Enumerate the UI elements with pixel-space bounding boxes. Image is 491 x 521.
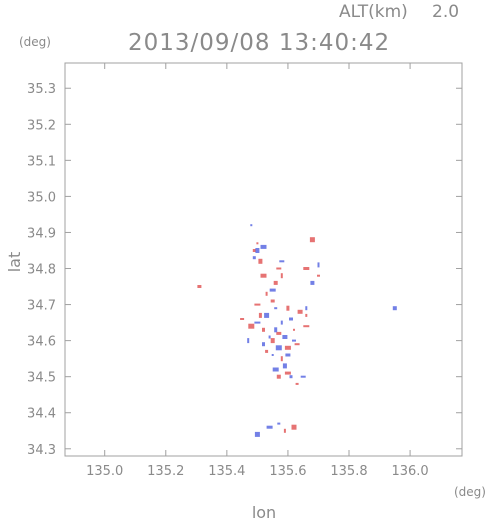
echo-point: [280, 356, 283, 362]
echo-point: [252, 256, 256, 260]
echo-point: [303, 325, 310, 328]
echo-point: [282, 363, 287, 369]
echo-point: [276, 331, 282, 335]
y-tick-label: 34.8: [27, 263, 56, 278]
echo-point: [295, 382, 299, 385]
echo-point: [289, 317, 293, 321]
echo-point: [280, 320, 283, 325]
y-tick-label: 34.7: [27, 299, 56, 314]
y-tick-label: 34.3: [27, 443, 56, 458]
echo-point: [297, 309, 303, 314]
echo-point: [272, 367, 279, 372]
y-tick-label: 35.0: [27, 190, 56, 205]
echo-point: [274, 307, 278, 310]
y-tick-label: 34.9: [27, 226, 56, 241]
echo-point: [392, 306, 397, 311]
echo-point: [260, 273, 267, 278]
echo-point: [294, 343, 300, 346]
echo-point: [258, 312, 262, 318]
echo-point: [282, 335, 288, 339]
x-axis-label: lon: [252, 503, 276, 521]
echo-point: [252, 249, 256, 252]
echo-point: [273, 280, 278, 285]
echo-point: [292, 339, 296, 342]
x-unit-label: (deg): [454, 485, 486, 499]
x-tick-label: 135.4: [208, 464, 245, 479]
y-axis-label: lat: [5, 252, 24, 273]
echo-point: [286, 305, 290, 311]
echo-point: [255, 248, 260, 253]
echo-point: [317, 262, 320, 268]
y-tick-label: 35.2: [27, 118, 56, 133]
altitude-value: 2.0: [432, 2, 459, 22]
x-tick-label: 135.6: [269, 464, 306, 479]
echo-point: [264, 312, 270, 318]
y-tick-label: 34.6: [27, 335, 56, 350]
echo-point: [266, 425, 273, 429]
y-unit-label: (deg): [19, 35, 51, 49]
echo-point: [284, 345, 291, 350]
echo-point: [270, 299, 275, 303]
echo-point: [276, 267, 282, 270]
y-tick-label: 34.5: [27, 371, 56, 386]
echo-point: [258, 258, 263, 264]
altitude-label: ALT(km): [339, 2, 408, 22]
y-tick-label: 35.3: [27, 82, 56, 97]
echo-point: [305, 306, 308, 311]
echo-point: [260, 244, 267, 249]
echo-point: [265, 349, 269, 353]
echo-point: [265, 291, 268, 296]
echo-point: [293, 328, 295, 331]
timestamp: 2013/09/08 13:40:42: [128, 30, 390, 56]
x-axis: 135.0 135.2 135.4 135.6 135.8 136.0: [86, 63, 429, 479]
echo-point: [280, 273, 283, 279]
echo-point: [277, 422, 281, 425]
echo-point: [197, 285, 202, 288]
echo-point: [284, 371, 291, 375]
echo-point: [303, 267, 310, 270]
echo-point: [256, 242, 259, 245]
y-tick-label: 34.4: [27, 407, 56, 422]
echo-point: [262, 342, 265, 347]
echo-point: [270, 338, 275, 344]
x-tick-label: 135.0: [86, 464, 123, 479]
y-axis: 34.3 34.4 34.5 34.6 34.7 34.8 34.9 35.0 35.1 35.2…: [27, 82, 462, 458]
echo-point: [285, 353, 291, 357]
echo-points: [197, 224, 397, 437]
echo-point: [274, 327, 278, 333]
echo-point: [279, 260, 285, 263]
echo-point: [262, 327, 265, 332]
echo-point: [275, 345, 282, 351]
echo-point: [269, 288, 276, 292]
echo-point: [309, 237, 315, 243]
echo-point: [247, 338, 250, 344]
echo-point: [291, 424, 297, 430]
echo-point: [317, 274, 320, 277]
echo-point: [310, 280, 315, 285]
x-tick-label: 135.8: [330, 464, 367, 479]
echo-point: [248, 323, 255, 329]
echo-point: [268, 335, 271, 339]
x-tick-label: 135.2: [147, 464, 184, 479]
echo-point: [283, 428, 286, 433]
y-tick-label: 35.1: [27, 154, 56, 169]
echo-point: [250, 224, 253, 227]
echo-point: [254, 321, 261, 324]
echo-point: [276, 374, 281, 379]
echo-point: [305, 313, 308, 317]
echo-point: [271, 354, 274, 356]
plot-area: [64, 62, 463, 457]
x-tick-label: 136.0: [391, 464, 428, 479]
echo-point: [240, 318, 245, 320]
echo-point: [254, 303, 261, 306]
echo-point: [289, 375, 293, 379]
echo-point: [254, 431, 260, 437]
echo-point: [300, 375, 306, 378]
